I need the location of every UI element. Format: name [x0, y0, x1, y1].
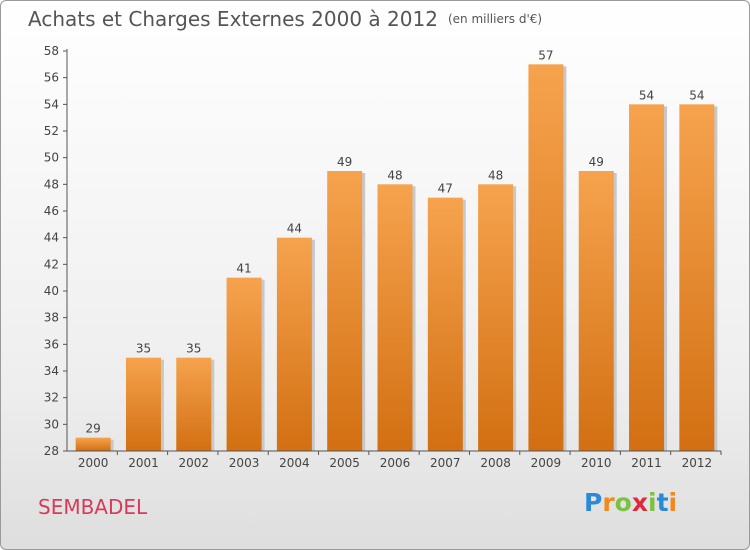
value-label-2011: 54: [639, 88, 654, 102]
value-label-2003: 41: [236, 262, 251, 276]
value-label-2012: 54: [689, 88, 704, 102]
y-tick-50: 50: [44, 151, 59, 165]
bar-2006: [377, 184, 413, 452]
logo-letter: i: [668, 488, 678, 517]
bar-2007: [427, 197, 463, 451]
chart-title-text: Achats et Charges Externes 2000 à 2012: [28, 7, 438, 31]
commune-name: SEMBADEL: [38, 495, 148, 519]
x-tick-2008: 2008: [480, 456, 511, 470]
value-label-2007: 47: [438, 182, 453, 196]
y-tick-44: 44: [44, 231, 59, 245]
y-tick-54: 54: [44, 97, 59, 111]
y-tick-48: 48: [44, 177, 59, 191]
y-tick-58: 58: [44, 44, 59, 58]
chart-unit: (en milliers d'€): [447, 12, 543, 26]
logo-letter: P: [584, 488, 603, 517]
bar-2008: [478, 184, 514, 452]
logo-letter: x: [631, 488, 648, 517]
logo-letter: o: [614, 488, 632, 517]
value-label-2005: 49: [337, 155, 352, 169]
y-tick-32: 32: [44, 391, 59, 405]
x-tick-2004: 2004: [279, 456, 310, 470]
x-tick-2011: 2011: [631, 456, 662, 470]
chart-title: Achats et Charges Externes 2000 à 2012 (e…: [28, 7, 542, 31]
bar-2005: [327, 171, 363, 451]
bar-2002: [176, 357, 212, 451]
x-tick-2010: 2010: [581, 456, 612, 470]
value-label-2010: 49: [589, 155, 604, 169]
y-tick-30: 30: [44, 417, 59, 431]
x-tick-2006: 2006: [380, 456, 411, 470]
proxiti-logo: Proxiti: [584, 488, 677, 517]
logo-letter: r: [602, 488, 615, 517]
value-label-2009: 57: [538, 48, 553, 62]
y-tick-40: 40: [44, 284, 59, 298]
bar-2012: [679, 104, 715, 451]
value-label-2002: 35: [186, 342, 201, 356]
bar-2011: [629, 104, 665, 451]
x-tick-2012: 2012: [682, 456, 713, 470]
x-tick-2000: 2000: [78, 456, 109, 470]
x-tick-2001: 2001: [128, 456, 159, 470]
value-label-2008: 48: [488, 168, 503, 182]
x-tick-2009: 2009: [531, 456, 562, 470]
y-tick-34: 34: [44, 364, 59, 378]
y-tick-36: 36: [44, 337, 59, 351]
y-tick-56: 56: [44, 71, 59, 85]
x-tick-2007: 2007: [430, 456, 461, 470]
value-label-2000: 29: [86, 422, 101, 436]
bar-2000: [75, 437, 111, 451]
bar-2003: [226, 277, 262, 451]
logo-letter: t: [656, 488, 669, 517]
value-label-2001: 35: [136, 342, 151, 356]
logo-letter: i: [648, 488, 657, 517]
value-label-2006: 48: [387, 168, 402, 182]
value-label-2004: 44: [287, 222, 302, 236]
y-tick-42: 42: [44, 257, 59, 271]
x-tick-2002: 2002: [178, 456, 209, 470]
x-tick-2005: 2005: [329, 456, 360, 470]
y-tick-38: 38: [44, 311, 59, 325]
y-tick-28: 28: [44, 444, 59, 458]
bar-2010: [578, 171, 614, 451]
bar-2009: [528, 64, 564, 452]
x-tick-2003: 2003: [229, 456, 260, 470]
bar-2004: [276, 237, 312, 451]
y-tick-46: 46: [44, 204, 59, 218]
bar-2001: [125, 357, 161, 451]
y-tick-52: 52: [44, 124, 59, 138]
